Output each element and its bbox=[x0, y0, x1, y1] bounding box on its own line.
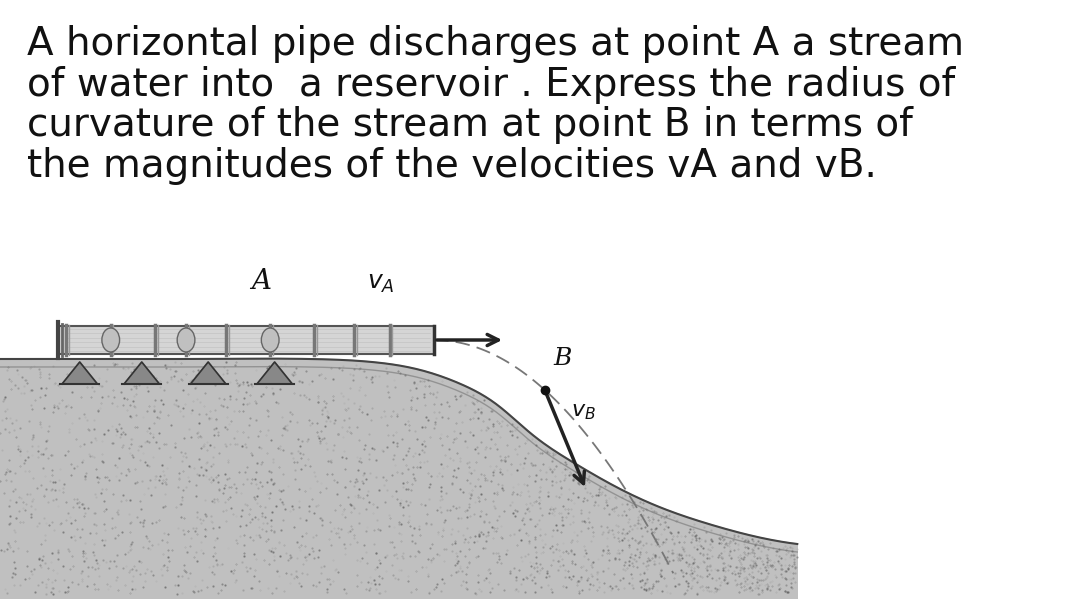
Ellipse shape bbox=[102, 328, 120, 352]
Ellipse shape bbox=[177, 328, 194, 352]
Polygon shape bbox=[62, 362, 97, 384]
Bar bbox=[57, 326, 434, 354]
Polygon shape bbox=[0, 359, 797, 599]
Text: A horizontal pipe discharges at point A a stream: A horizontal pipe discharges at point A … bbox=[27, 25, 963, 63]
Text: A: A bbox=[252, 268, 271, 295]
Polygon shape bbox=[190, 362, 226, 384]
Text: the magnitudes of the velocities vA and vB.: the magnitudes of the velocities vA and … bbox=[27, 147, 877, 185]
Polygon shape bbox=[257, 362, 293, 384]
Ellipse shape bbox=[261, 328, 279, 352]
Text: of water into  a reservoir . Express the radius of: of water into a reservoir . Express the … bbox=[27, 66, 955, 104]
Text: B: B bbox=[554, 347, 572, 370]
Text: $v_A$: $v_A$ bbox=[367, 272, 394, 295]
Text: curvature of the stream at point B in terms of: curvature of the stream at point B in te… bbox=[27, 106, 913, 144]
Polygon shape bbox=[124, 362, 160, 384]
Text: $v_B$: $v_B$ bbox=[571, 400, 596, 422]
